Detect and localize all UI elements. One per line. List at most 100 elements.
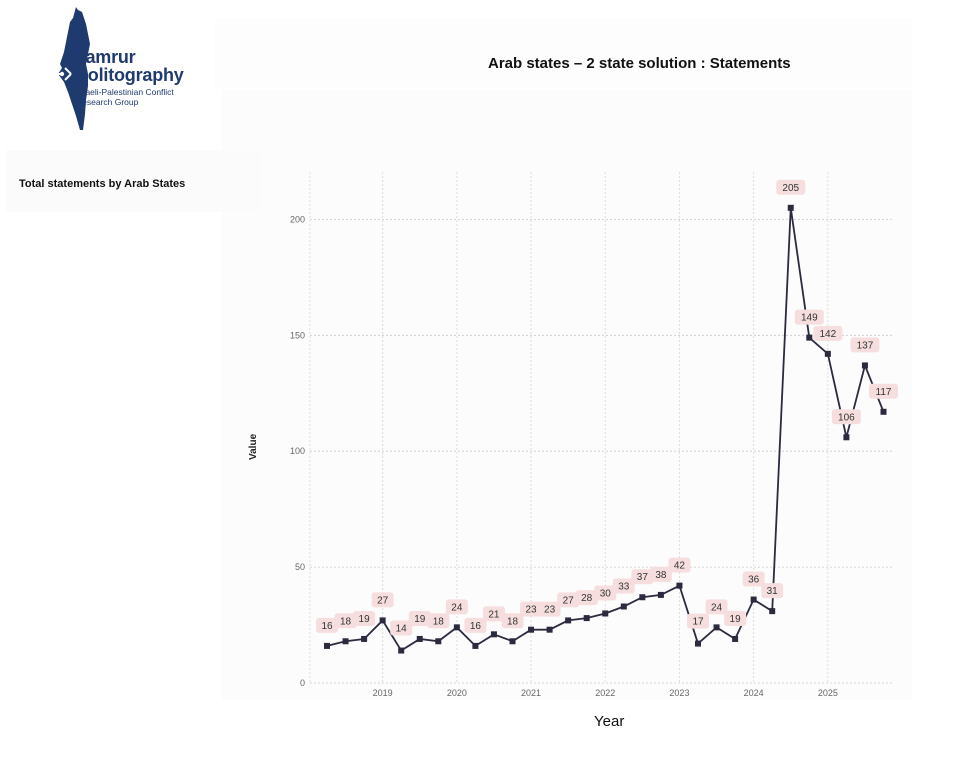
data-point (657, 591, 664, 598)
data-point (472, 642, 479, 649)
data-point (342, 638, 349, 645)
data-label: 19 (359, 614, 371, 625)
x-tick-label: 2024 (744, 688, 764, 698)
data-label: 18 (340, 616, 352, 627)
data-label-bg (316, 617, 338, 633)
data-label-bg (794, 309, 824, 325)
data-label: 23 (525, 605, 537, 616)
data-label: 24 (711, 602, 723, 613)
data-point (769, 608, 776, 615)
data-label-bg (538, 601, 561, 617)
y-tick-label: 200 (290, 214, 305, 224)
brand-tagline-line1: Israeli-Palestinian Conflict (76, 87, 174, 97)
data-label-bg (668, 557, 691, 573)
data-label: 24 (451, 602, 463, 613)
data-label-bg (705, 599, 728, 615)
data-label-bg (687, 613, 709, 629)
data-label: 205 (782, 183, 799, 194)
y-tick-label: 100 (290, 446, 305, 456)
data-point (806, 334, 813, 341)
data-point (583, 615, 590, 622)
x-tick-label: 2019 (373, 688, 393, 698)
data-label-bg (408, 610, 431, 626)
data-label-bg (724, 610, 747, 626)
data-label-bg (869, 383, 898, 399)
data-point (565, 617, 572, 624)
data-label: 23 (544, 605, 556, 616)
data-label-bg (631, 569, 654, 585)
data-label-bg (482, 606, 505, 622)
data-label-bg (464, 617, 487, 633)
x-tick-label: 2023 (669, 688, 689, 698)
data-label: 27 (563, 595, 575, 606)
x-tick-label: 2020 (447, 688, 467, 698)
data-label: 28 (581, 593, 593, 604)
data-point (639, 594, 646, 601)
data-point (398, 647, 405, 654)
data-label-bg (850, 337, 880, 353)
data-point (824, 350, 831, 357)
data-point (546, 626, 553, 633)
data-label: 36 (748, 575, 760, 586)
data-point (861, 362, 868, 369)
x-tick-label: 2021 (521, 688, 541, 698)
data-label-bg (445, 599, 468, 615)
data-point (787, 204, 794, 211)
data-label: 33 (618, 582, 630, 593)
data-label: 17 (692, 617, 704, 628)
data-label: 18 (507, 616, 519, 627)
data-label-bg (520, 601, 543, 617)
data-label-bg (353, 610, 376, 626)
data-label-bg (742, 571, 765, 587)
data-point (435, 638, 442, 645)
brand-block: Tamrur Politography Israeli-Palestinian … (76, 48, 184, 107)
data-label: 42 (674, 561, 686, 572)
data-point (676, 582, 683, 589)
data-point (750, 596, 757, 603)
data-label-bg (557, 592, 580, 608)
chart-title: Arab states – 2 state solution : Stateme… (488, 55, 791, 72)
data-label: 19 (414, 614, 426, 625)
data-label: 38 (655, 570, 667, 581)
data-label: 16 (321, 621, 333, 632)
data-label: 142 (820, 329, 837, 340)
brand-name-line1: Tamrur (76, 47, 136, 67)
data-label: 30 (600, 588, 612, 599)
data-label-bg (612, 578, 635, 594)
data-point (732, 635, 739, 642)
y-tick-label: 50 (295, 562, 305, 572)
data-point (453, 624, 460, 631)
data-point (361, 635, 368, 642)
data-point (880, 408, 887, 415)
brand-tagline-line2: Research Group (76, 97, 139, 107)
chart-subtitle: Total statements by Arab States (19, 178, 186, 190)
data-point (324, 642, 330, 649)
data-label-bg (575, 590, 598, 606)
data-label-bg (427, 613, 450, 629)
data-point (713, 624, 720, 631)
y-tick-label: 150 (290, 330, 305, 340)
data-label-bg (776, 179, 806, 195)
data-label: 21 (488, 609, 500, 620)
data-label-bg (649, 566, 672, 582)
data-label: 137 (857, 340, 874, 351)
data-label: 117 (876, 387, 892, 398)
israel-map-logo-icon (45, 7, 90, 130)
data-point (528, 626, 535, 633)
data-label-bg (371, 592, 394, 608)
data-label: 19 (730, 614, 742, 625)
data-point (843, 434, 850, 441)
brand-name-line2: Politography (76, 65, 184, 85)
data-label-bg (501, 613, 524, 629)
data-label: 18 (433, 616, 445, 627)
data-label: 27 (377, 595, 389, 606)
data-label: 149 (801, 313, 818, 324)
data-label: 16 (470, 621, 482, 632)
title-panel (215, 18, 912, 88)
x-axis-label: Year (594, 713, 625, 730)
data-label-bg (813, 325, 843, 341)
data-label: 106 (838, 412, 855, 423)
data-label: 37 (637, 572, 649, 583)
subtitle-panel (6, 150, 262, 212)
